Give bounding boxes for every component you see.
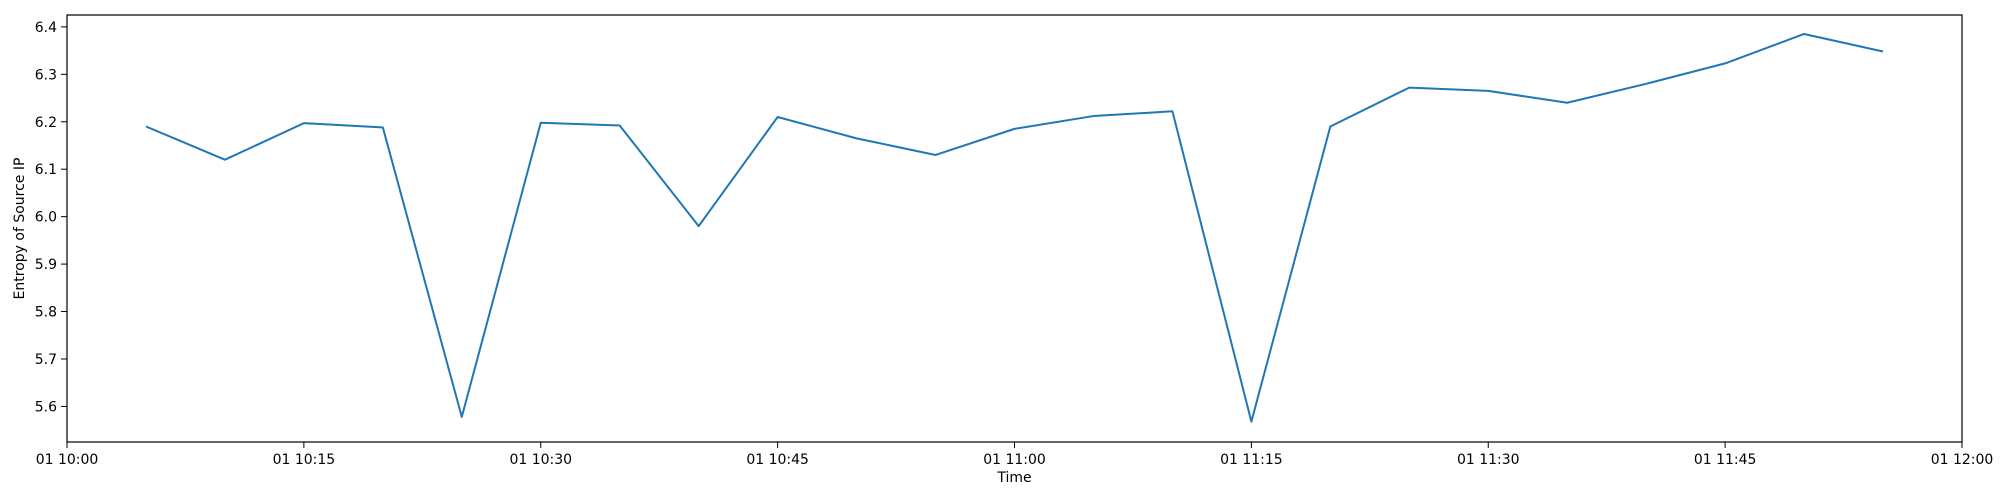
series-line — [145, 32, 1884, 423]
x-tick-label: 01 11:45 — [1694, 452, 1757, 468]
y-tick-label: 5.8 — [35, 305, 57, 321]
y-tick-label: 5.6 — [35, 399, 57, 415]
x-tick-label: 01 12:00 — [1931, 452, 1994, 468]
y-tick-label: 6.4 — [35, 20, 57, 36]
x-tick-label: 01 10:00 — [36, 452, 99, 468]
y-tick-label: 6.2 — [35, 115, 57, 131]
x-axis-ticks: 01 10:00 01 10:15 01 10:30 01 10:45 01 11:00… — [36, 442, 1994, 468]
plot-area-frame — [66, 14, 1963, 443]
x-tick-label: 01 11:00 — [983, 452, 1046, 468]
y-tick-label: 6.0 — [35, 210, 57, 226]
y-tick-label: 6.3 — [35, 67, 57, 83]
y-axis-label: Entropy of Source IP — [12, 158, 28, 300]
x-tick-label: 01 10:30 — [509, 452, 572, 468]
y-tick-label: 5.7 — [35, 352, 57, 368]
x-tick-label: 01 11:15 — [1220, 452, 1283, 468]
x-tick-label: 01 10:15 — [273, 452, 336, 468]
y-tick-label: 6.1 — [35, 162, 57, 178]
y-axis-ticks: 5.6 5.7 5.8 5.9 6.0 6.1 6.2 6.3 6.4 — [35, 20, 67, 415]
x-axis-label: Time — [996, 470, 1031, 486]
x-tick-label: 01 11:30 — [1457, 452, 1520, 468]
x-tick-label: 01 10:45 — [746, 452, 809, 468]
y-tick-label: 5.9 — [35, 257, 57, 273]
